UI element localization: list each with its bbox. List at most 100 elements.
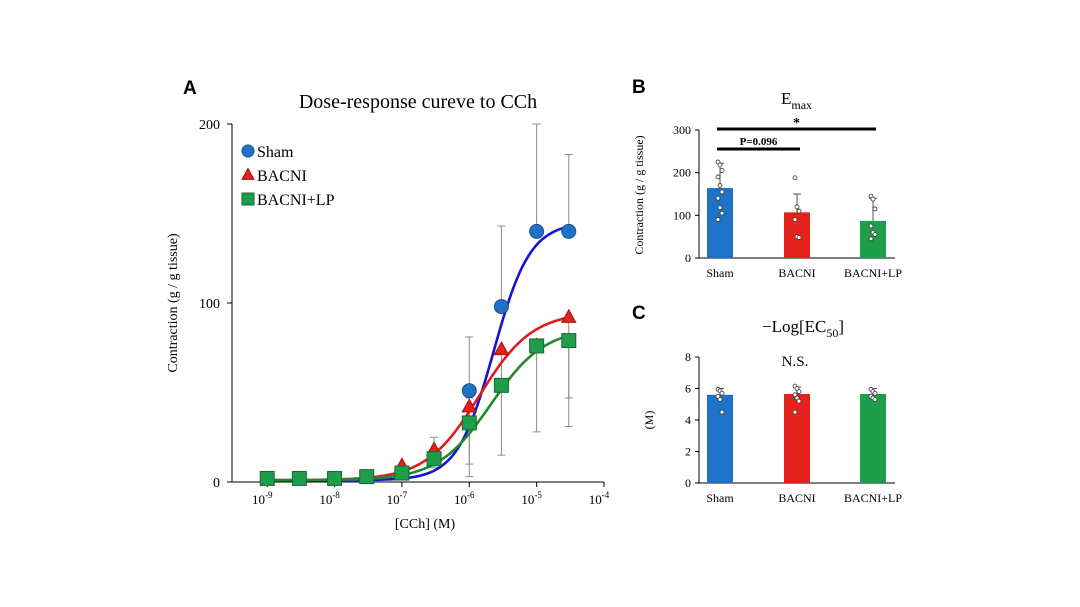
panel-b-data-dot	[715, 195, 721, 201]
panel-a-legend: Sham BACNI BACNI+LP	[241, 144, 335, 209]
panel-a-fit-curve-triangle	[267, 316, 570, 482]
panel-c-y-tick-label: 8	[685, 350, 691, 364]
panel-a-legend-label: BACNI	[257, 168, 307, 185]
panel-a-x-tick-exponent: -8	[332, 490, 340, 500]
panel-c-data-dot	[796, 389, 802, 395]
panel-a-point-square	[529, 338, 545, 354]
panel-a-point-triangle	[493, 340, 510, 356]
panel-c-y-axis-label: (M)	[642, 411, 656, 430]
panel-a-x-tick-label: 10-9	[252, 490, 273, 507]
panel-a-y-axis-label: Contraction (g / g tissue)	[166, 233, 181, 373]
panel-a-x-tick-exponent: -6	[467, 490, 475, 500]
panel-c-title-end: ]	[838, 317, 844, 336]
panel-a-x-tick-base: 10	[454, 492, 467, 507]
panel-b-data-dot	[717, 183, 723, 188]
panel-a-x-tick-base: 10	[387, 492, 400, 507]
panel-a-point-square	[327, 470, 343, 486]
panel-b-letter: B	[632, 77, 646, 98]
panel-a-point-circle	[461, 383, 477, 399]
panel-a-x-tick-base: 10	[252, 492, 265, 507]
panel-b-data-dot	[870, 196, 876, 202]
panel-b-data-dot	[796, 235, 802, 240]
panel-a-legend-label: BACNI+LP	[257, 192, 335, 209]
panel-a-point-triangle	[461, 398, 478, 413]
panel-a-legend-marker-triangle	[241, 167, 255, 180]
panel-a-point-square	[493, 377, 509, 393]
panel-b-y-axis-label: Contraction (g / g tissue)	[632, 135, 646, 254]
panel-a-point-square	[461, 415, 477, 431]
panel-c-y-tick-label: 4	[685, 413, 691, 427]
panel-a-x-tick-exponent: -4	[602, 490, 610, 500]
panel-a-fit-curve-square	[267, 334, 570, 482]
panel-a-point-circle	[493, 299, 509, 315]
panel-a-fit-curves	[267, 225, 570, 482]
panel-a-x-tick-exponent: -7	[400, 490, 408, 500]
panel-c-y-tick-label: 2	[685, 445, 691, 459]
panel-c-data-dot	[719, 390, 725, 396]
panel-a-x-tick-label: 10-6	[454, 490, 475, 507]
panel-c-bars	[707, 383, 886, 483]
panel-b-data-dot	[868, 236, 874, 242]
panel-a-point-triangle	[560, 308, 577, 323]
panel-b-y-tick-label: 300	[673, 123, 691, 137]
panel-b-data-dot	[719, 168, 725, 173]
panel-a-x-tick-base: 10	[589, 492, 602, 507]
panel-b-data-dot	[719, 210, 725, 216]
panel-a-x-tick-base: 10	[319, 492, 332, 507]
panel-a-legend-marker-circle	[241, 144, 255, 158]
panel-a-x-tick-exponent: -9	[265, 490, 273, 500]
panel-c-bar-0	[707, 394, 733, 483]
panel-c-title-main: −Log[EC	[762, 317, 826, 336]
panel-b-data-dot	[792, 175, 798, 181]
panel-b-data-dot	[715, 174, 721, 180]
panel-a-y-tick-label: 0	[213, 476, 220, 491]
panel-c-title-subscript: 50	[826, 326, 838, 340]
panel-a-x-tick-exponent: -5	[534, 490, 542, 500]
panel-a-x-tick-label: 10-7	[387, 490, 408, 507]
panel-c-data-dot	[717, 397, 723, 402]
panel-b-data-dot	[717, 205, 723, 211]
panel-b-y-tick-label: 100	[673, 208, 691, 222]
panel-b-y-tick-label: 0	[685, 251, 691, 265]
panel-c-data-dot	[796, 398, 802, 404]
panel-c-title: −Log[EC50]	[762, 317, 844, 340]
panel-a-legend-marker-square	[241, 192, 255, 206]
panel-c-data-dot	[872, 397, 878, 402]
panel-a-point-circle	[529, 223, 545, 239]
panel-b-significance-label: *	[793, 116, 800, 131]
panel-a-x-axis-label: [CCh] (M)	[395, 517, 456, 532]
panel-b-data-dot	[794, 204, 800, 210]
panel-c-data-dot	[872, 390, 878, 396]
panel-a: A Dose-response cureve to CCh Contractio…	[166, 78, 610, 532]
panel-b-data-dot	[868, 223, 874, 229]
panel-c-data-dot	[792, 409, 798, 415]
panel-a-point-square	[426, 451, 442, 467]
panel-b-x-tick-label: BACNI+LP	[844, 266, 902, 280]
panel-b-data-dot	[717, 162, 723, 168]
panel-b-title: Emax	[781, 89, 812, 112]
panel-b-bars	[707, 159, 886, 258]
panel-c-x-tick-label: BACNI	[778, 491, 815, 505]
panel-b-data-dot	[719, 189, 725, 195]
panel-a-y-tick-label: 200	[199, 118, 220, 133]
panel-c-letter: C	[632, 303, 646, 324]
panel-b-data-dot	[872, 232, 878, 237]
panel-c-x-tick-label: Sham	[706, 491, 734, 505]
panel-c-note: N.S.	[782, 354, 809, 370]
panel-b-data-dot	[715, 217, 721, 223]
panel-b-x-tick-label: Sham	[706, 266, 734, 280]
panel-a-x-tick-base: 10	[521, 492, 534, 507]
panel-b-significance: P=0.096 *	[717, 116, 876, 151]
panel-b-x-tick-label: BACNI	[778, 266, 815, 280]
panel-a-point-square	[359, 469, 375, 485]
panel-b-data-dot	[796, 208, 802, 214]
panel-a-point-square	[291, 470, 307, 486]
panel-b: B Emax Contraction (g / g tissue) 0 100 20…	[632, 77, 902, 280]
panel-b-title-subscript: max	[791, 98, 812, 112]
panel-a-x-tick-label: 10-8	[319, 490, 340, 507]
panel-a-point-square	[561, 333, 577, 349]
panel-a-letter: A	[183, 78, 197, 99]
panel-c-bar-1	[784, 394, 810, 483]
panel-a-fit-curve-circle	[267, 225, 570, 482]
